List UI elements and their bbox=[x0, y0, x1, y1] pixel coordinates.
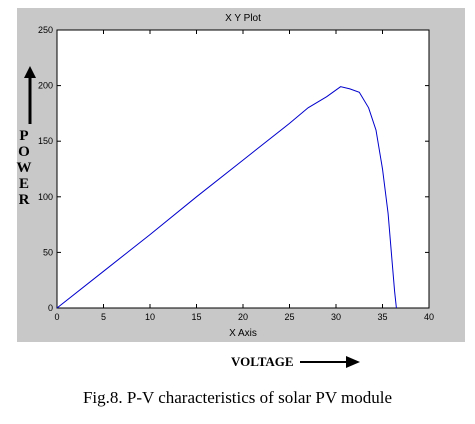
power-letter: O bbox=[18, 144, 30, 160]
x-tick-label: 35 bbox=[377, 312, 387, 322]
x-tick-label: 25 bbox=[284, 312, 294, 322]
series-line-power bbox=[56, 86, 397, 309]
chart-title: X Y Plot bbox=[225, 13, 261, 24]
power-letter: P bbox=[19, 128, 29, 144]
pv-plot: 0 5 10 15 20 25 30 35 40 0 50 100 150 200 250 X Y Plot… bbox=[38, 13, 434, 339]
power-axis-label: P O W E R bbox=[14, 128, 34, 208]
y-tick-label: 150 bbox=[38, 136, 53, 146]
x-tick-label: 30 bbox=[331, 312, 341, 322]
power-letter: E bbox=[18, 176, 29, 192]
power-letter: W bbox=[16, 160, 32, 176]
x-tick-label: 15 bbox=[191, 312, 201, 322]
x-axis-label: X Axis bbox=[229, 328, 257, 339]
x-tick-label: 5 bbox=[101, 312, 106, 322]
x-tick-label: 0 bbox=[54, 312, 59, 322]
plot-area bbox=[56, 29, 430, 309]
voltage-axis-row: VOLTAGE bbox=[231, 352, 360, 372]
y-tick-label: 200 bbox=[38, 81, 53, 91]
y-tick-label: 50 bbox=[43, 247, 53, 257]
x-tick-label: 40 bbox=[424, 312, 434, 322]
x-tick-label: 10 bbox=[145, 312, 155, 322]
power-letter: R bbox=[18, 192, 30, 208]
y-tick-label: 0 bbox=[48, 303, 53, 313]
y-tick-label: 100 bbox=[38, 192, 53, 202]
voltage-arrow-icon bbox=[299, 356, 360, 368]
x-tick-label: 20 bbox=[238, 312, 248, 322]
figure-caption: Fig.8. P-V characteristics of solar PV m… bbox=[82, 388, 393, 407]
power-arrow-icon bbox=[24, 66, 36, 124]
voltage-axis-label: VOLTAGE bbox=[231, 354, 294, 369]
y-tick-label: 250 bbox=[38, 25, 53, 35]
